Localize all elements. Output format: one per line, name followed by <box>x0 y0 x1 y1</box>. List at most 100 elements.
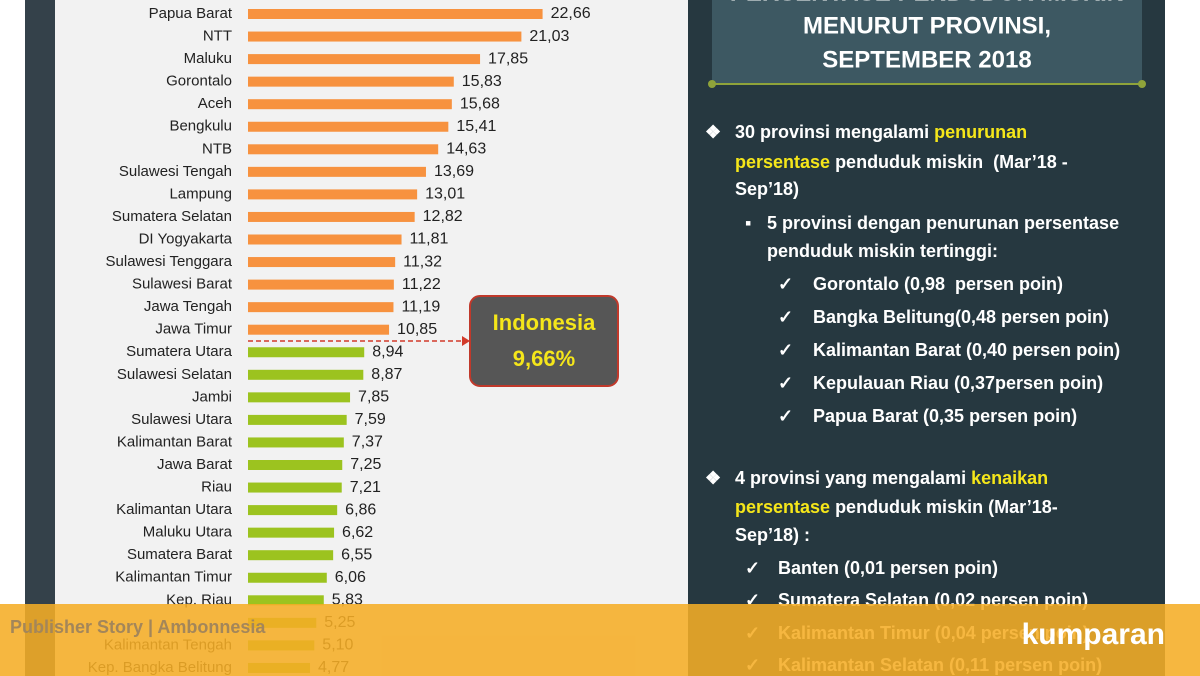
text-run: penduduk miskin (Mar’18 - <box>830 152 1068 172</box>
bar <box>248 234 402 245</box>
value-label: 11,19 <box>401 298 440 315</box>
category-label: Riau <box>201 479 232 496</box>
bar <box>248 572 327 583</box>
bar <box>248 347 365 358</box>
footer-bar <box>0 604 1200 676</box>
value-label: 15,41 <box>456 118 496 135</box>
bullet: ▪ <box>745 213 751 233</box>
bullet-text: Gorontalo (0,98 persen poin) <box>813 274 1063 294</box>
bullet-text: 4 provinsi yang mengalami kenaikan <box>735 468 1048 488</box>
bar <box>248 369 364 380</box>
value-label: 13,69 <box>434 163 474 180</box>
value-label: 21,03 <box>529 28 569 45</box>
bar <box>248 595 324 606</box>
category-label: Sulawesi Barat <box>132 276 233 293</box>
bullet-text: Sep’18) <box>735 179 799 199</box>
value-label: 14,63 <box>446 141 486 158</box>
rule-dot <box>1138 80 1146 88</box>
publisher: Publisher Story | Ambonnesia <box>10 617 266 637</box>
bar <box>248 9 543 19</box>
bar <box>248 550 334 561</box>
panel-title: MENURUT PROVINSI, <box>803 12 1051 39</box>
reference-box <box>469 294 619 387</box>
value-label: 7,85 <box>358 389 389 406</box>
bar <box>248 76 454 87</box>
category-label: Jambi <box>192 388 232 405</box>
bar <box>248 414 347 425</box>
highlight: kenaikan <box>971 468 1048 488</box>
value-label: 6,55 <box>341 546 372 563</box>
text-panel <box>688 0 1165 676</box>
category-label: Sumatera Barat <box>127 546 233 563</box>
bar <box>248 437 344 448</box>
value-label: 8,87 <box>371 366 402 383</box>
value-label: 7,25 <box>350 456 381 473</box>
value-label: 12,82 <box>423 208 463 225</box>
value-label: 8,94 <box>372 343 403 360</box>
bullet-text: Sep’18) : <box>735 525 810 545</box>
category-label: Sulawesi Tengah <box>119 163 232 180</box>
category-label: Sumatera Selatan <box>112 208 232 225</box>
text-run: Banten (0,01 persen poin) <box>778 558 998 578</box>
highlight: persentase <box>735 152 830 172</box>
category-label: Kalimantan Barat <box>117 433 233 450</box>
category-label: Maluku Utara <box>143 524 233 541</box>
value-label: 15,68 <box>460 95 500 112</box>
category-label: Gorontalo <box>166 73 232 90</box>
bar <box>248 99 452 110</box>
text-run: Papua Barat (0,35 persen poin) <box>813 406 1077 426</box>
category-label: Sulawesi Tenggara <box>106 253 233 270</box>
bullet-text: 30 provinsi mengalami penurunan <box>735 122 1027 142</box>
rule-dot <box>708 80 716 88</box>
category-label: Jawa Barat <box>157 456 233 473</box>
bullet-text: Banten (0,01 persen poin) <box>778 558 998 578</box>
category-label: Lampung <box>169 185 232 202</box>
text-run: Sep’18) : <box>735 525 810 545</box>
text-run: Kalimantan Barat (0,40 persen poin) <box>813 340 1120 360</box>
value-label: 22,66 <box>551 5 591 22</box>
bullet: ✓ <box>778 406 793 426</box>
bar <box>248 257 396 268</box>
category-label: Sulawesi Selatan <box>117 366 232 383</box>
category-label: Sumatera Utara <box>126 343 233 360</box>
category-label: Sulawesi Utara <box>131 411 233 428</box>
category-label: NTB <box>202 140 232 157</box>
bar <box>248 166 426 177</box>
category-label: Aceh <box>198 95 232 112</box>
value-label: 15,83 <box>462 73 502 90</box>
category-label: NTT <box>203 28 232 45</box>
bullet-text: penduduk miskin tertinggi: <box>767 241 998 261</box>
value-label: 7,59 <box>355 411 386 428</box>
category-label: Kalimantan Timur <box>115 569 232 586</box>
category-label: Maluku <box>184 50 232 67</box>
bar <box>248 482 342 493</box>
category-label: Bengkulu <box>169 118 232 135</box>
bullet: ❖ <box>705 468 721 488</box>
bar <box>248 121 449 132</box>
value-label: 11,22 <box>402 276 441 293</box>
value-label: 6,62 <box>342 524 373 541</box>
panel-title: SEPTEMBER 2018 <box>822 46 1031 73</box>
text-run: 30 provinsi mengalami <box>735 122 934 142</box>
bullet: ✓ <box>778 340 793 360</box>
text-run: Kepulauan Riau (0,37persen poin) <box>813 373 1103 393</box>
value-label: 7,37 <box>352 434 383 451</box>
bar <box>248 54 481 65</box>
bar <box>248 144 439 155</box>
reference-name: Indonesia <box>493 310 596 335</box>
category-label: Kalimantan Utara <box>116 501 233 518</box>
bar <box>248 189 418 200</box>
bar <box>248 460 343 470</box>
bar <box>248 302 394 313</box>
text-run: Sep’18) <box>735 179 799 199</box>
bar <box>248 324 390 335</box>
bar <box>248 527 335 538</box>
bar <box>248 279 394 290</box>
bar <box>248 392 351 403</box>
bullet: ✓ <box>778 307 793 327</box>
highlight: penurunan <box>934 122 1027 142</box>
category-label: Jawa Timur <box>155 321 232 338</box>
category-label: Papua Barat <box>149 5 233 22</box>
text-run: penduduk miskin tertinggi: <box>767 241 998 261</box>
